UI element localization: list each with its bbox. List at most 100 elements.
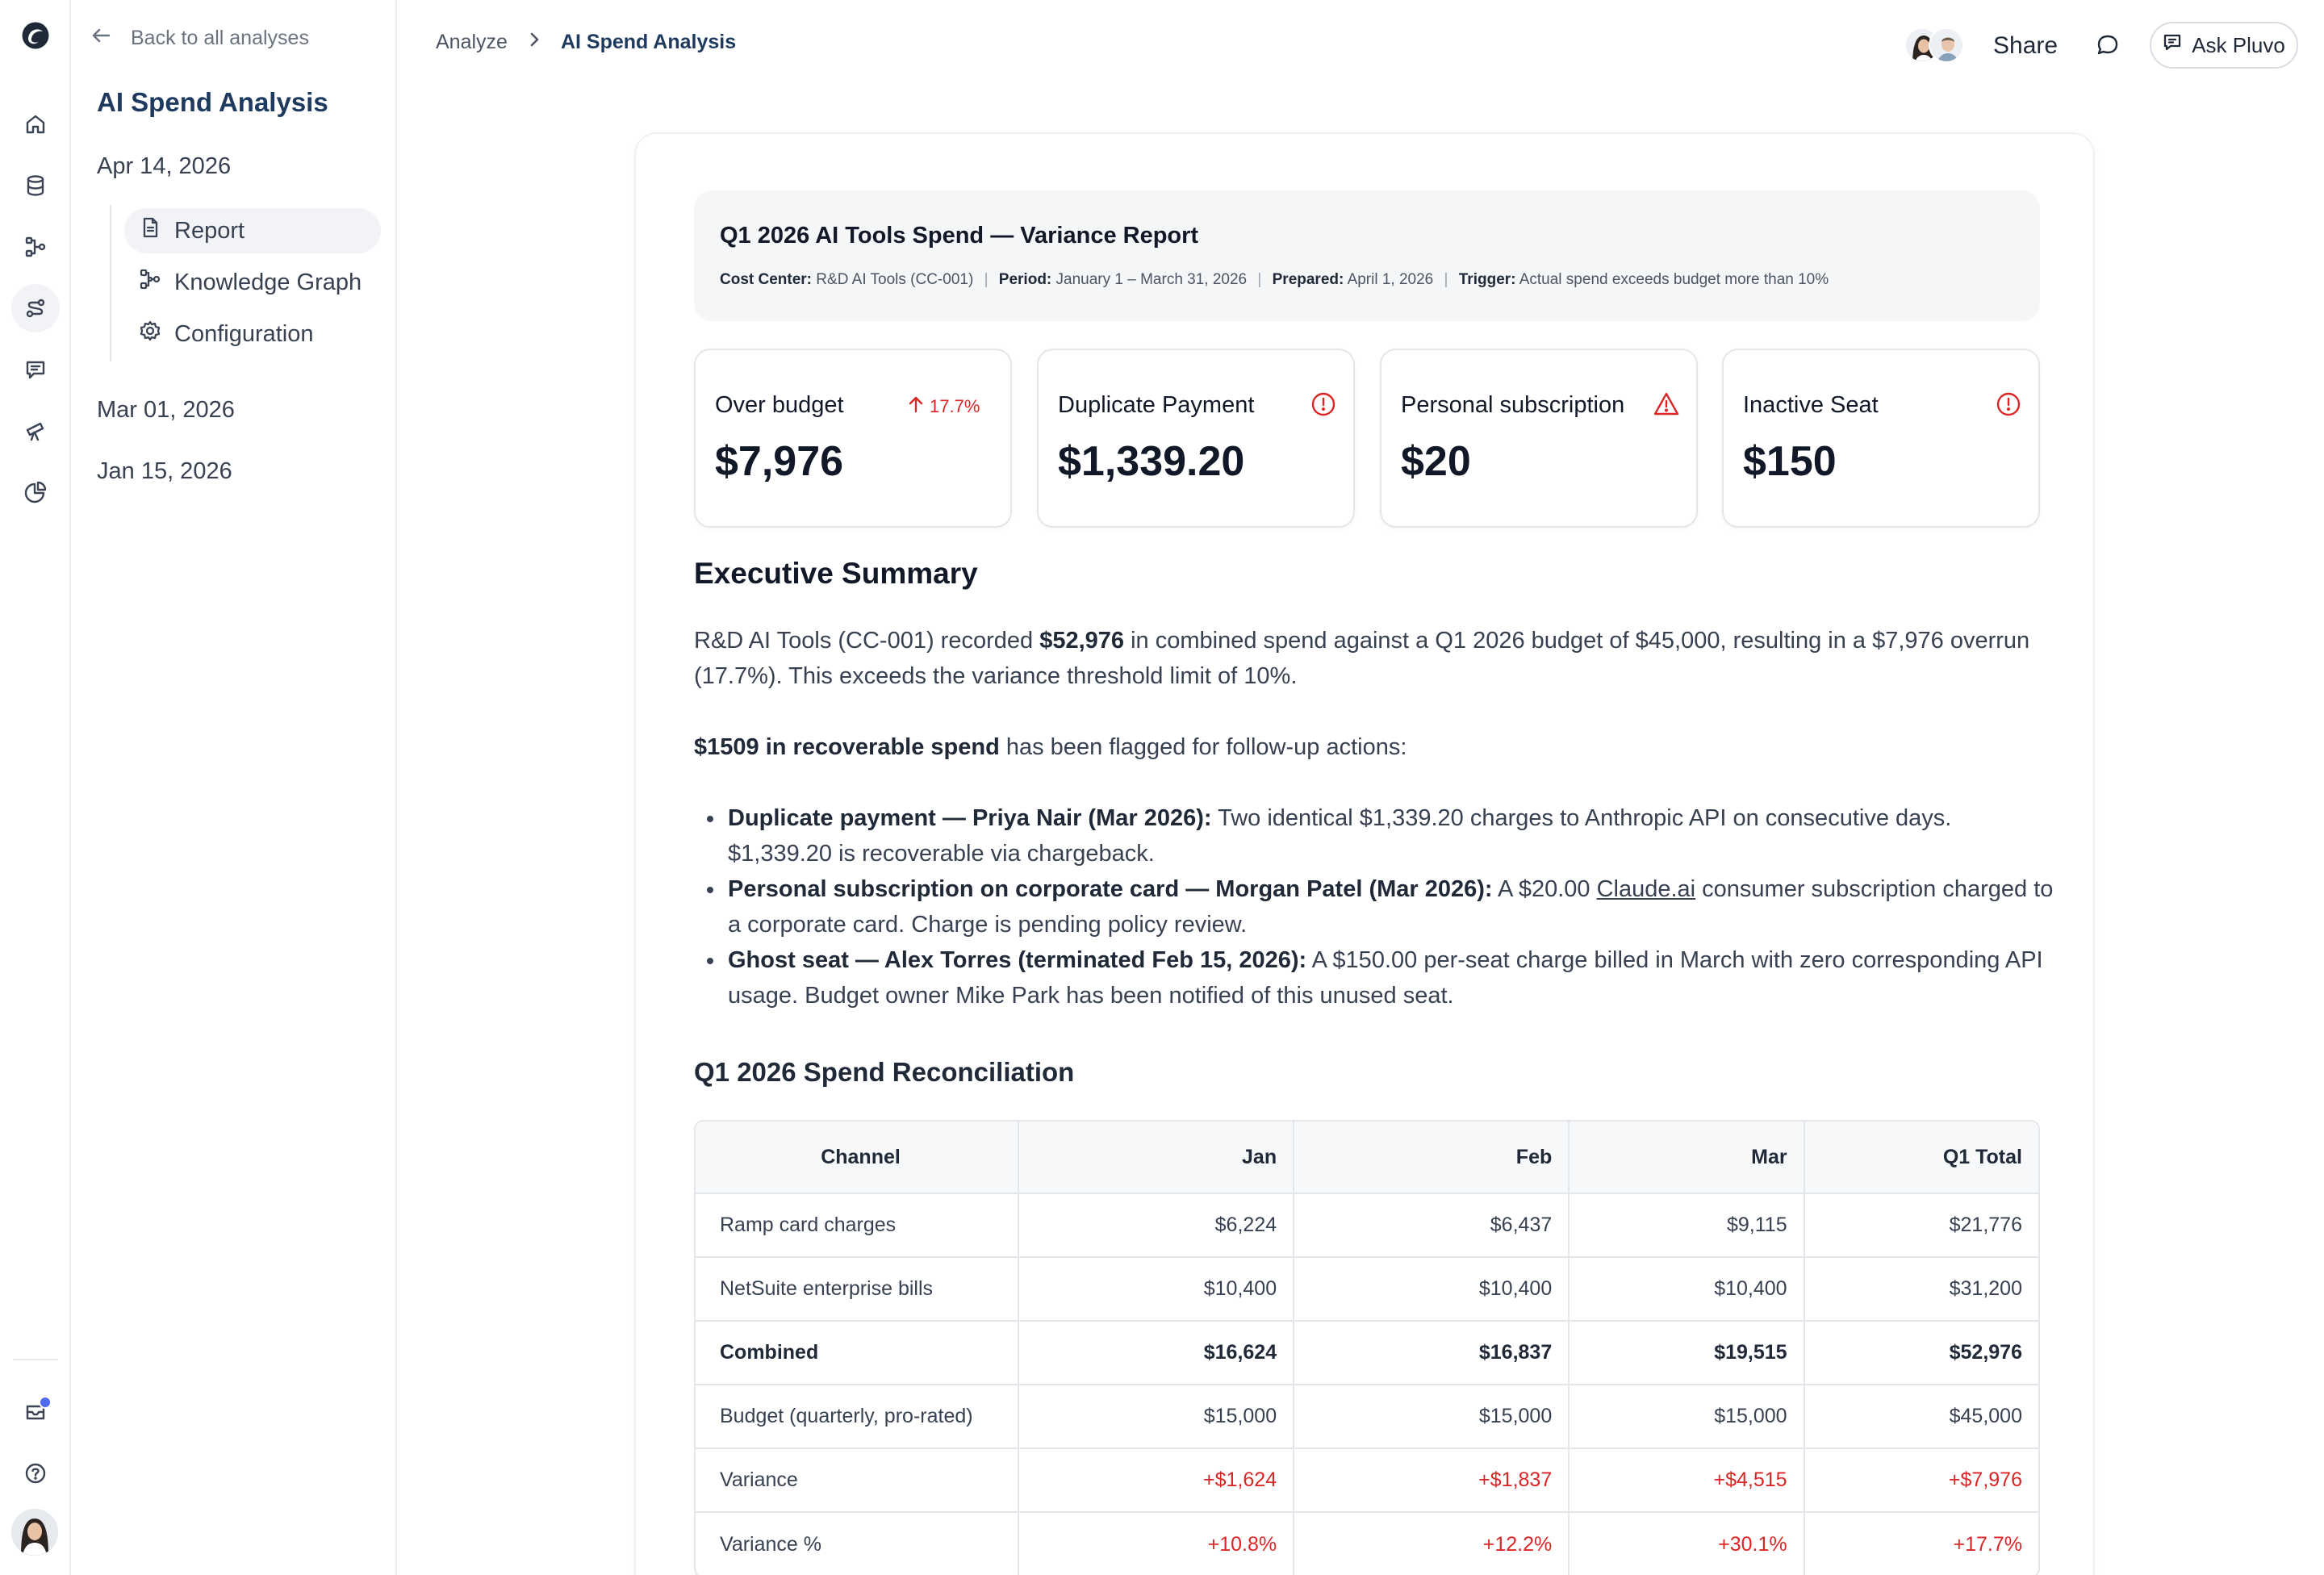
report-title: Q1 2026 AI Tools Spend — Variance Report — [720, 223, 1199, 249]
reconciliation-table: Channel Jan Feb Mar Q1 Total Ramp card c… — [694, 1120, 2040, 1575]
logo-icon[interactable] — [11, 11, 60, 60]
finding-text: consumer subscription charged to a corpo… — [728, 876, 2054, 938]
finding-title: Ghost seat — Alex Torres (terminated Feb… — [728, 947, 1307, 973]
meta-period: January 1 – March 31, 2026 — [1055, 271, 1248, 288]
sidebar-item-label: Knowledge Graph — [174, 269, 362, 295]
report-meta: Cost Center: R&D AI Tools (CC-001) | Per… — [720, 271, 1829, 289]
file-icon — [139, 216, 161, 245]
sidebar-item-report[interactable]: Report — [124, 208, 381, 253]
workflow-icon[interactable] — [11, 223, 60, 271]
summary-cards: Over budget 17.7% $7,976 Duplicate Payme… — [694, 349, 2040, 528]
cell-total: $52,976 — [1804, 1322, 2038, 1385]
meta-prepared-label: Prepared: — [1272, 271, 1344, 288]
collaborator-avatars[interactable] — [1904, 27, 1969, 65]
meta-separator: | — [1257, 271, 1262, 288]
cell-jan: +10.8% — [1019, 1513, 1295, 1575]
cell-channel: Budget (quarterly, pro-rated) — [696, 1385, 1019, 1449]
sidebar-item-knowledge-graph[interactable]: Knowledge Graph — [124, 260, 381, 305]
icon-rail — [0, 0, 71, 1575]
comment-button[interactable] — [2090, 29, 2125, 65]
alert-circle-icon — [1310, 391, 1337, 418]
pie-chart-icon[interactable] — [11, 468, 60, 516]
reconciliation-heading: Q1 2026 Spend Reconciliation — [694, 1057, 1075, 1087]
sidebar-item-configuration[interactable]: Configuration — [124, 311, 381, 357]
cell-total: $21,776 — [1804, 1194, 2038, 1258]
cell-total: +$7,976 — [1804, 1449, 2038, 1513]
ask-pluvo-label: Ask Pluvo — [2192, 32, 2285, 57]
cell-jan: $6,224 — [1019, 1194, 1295, 1258]
claude-ai-link[interactable]: Claude.ai — [1596, 876, 1696, 902]
table-row: Variance +$1,624 +$1,837 +$4,515 +$7,976 — [696, 1449, 2038, 1513]
user-avatar[interactable] — [11, 1509, 58, 1556]
home-icon[interactable] — [11, 100, 60, 148]
cell-total: $31,200 — [1804, 1258, 2038, 1322]
ask-pluvo-button[interactable]: Ask Pluvo — [2150, 22, 2298, 69]
cell-channel: Variance — [696, 1449, 1019, 1513]
sidebar-run-jan-15[interactable]: Jan 15, 2026 — [97, 458, 232, 484]
cell-feb: $10,400 — [1294, 1258, 1570, 1322]
card-inactive-seat[interactable]: Inactive Seat $150 — [1722, 349, 2040, 528]
card-label: Duplicate Payment — [1058, 392, 1255, 418]
cell-feb: $6,437 — [1294, 1194, 1570, 1258]
cell-mar: $19,515 — [1570, 1322, 1805, 1385]
col-mar: Mar — [1570, 1122, 1805, 1194]
summary-paragraph-1: R&D AI Tools (CC-001) recorded $52,976 i… — [694, 623, 2050, 694]
cell-channel: Combined — [696, 1322, 1019, 1385]
chat-sparkle-icon — [2163, 32, 2184, 59]
variance-badge: 17.7% — [905, 394, 980, 420]
arrow-left-icon — [89, 23, 113, 53]
card-label: Inactive Seat — [1743, 392, 1879, 418]
notification-dot — [39, 1396, 52, 1409]
table-header-row: Channel Jan Feb Mar Q1 Total — [696, 1122, 2038, 1194]
analyze-icon[interactable] — [11, 284, 60, 332]
breadcrumb-current: AI Spend Analysis — [560, 31, 737, 53]
card-over-budget[interactable]: Over budget 17.7% $7,976 — [694, 349, 1012, 528]
telescope-icon[interactable] — [11, 407, 60, 455]
card-value: $20 — [1401, 438, 1471, 485]
summary-text: in combined spend against a Q1 2026 budg… — [694, 628, 2030, 689]
table-row: Ramp card charges $6,224 $6,437 $9,115 $… — [696, 1194, 2038, 1258]
sidebar-run-mar-01[interactable]: Mar 01, 2026 — [97, 397, 235, 423]
cell-total: $45,000 — [1804, 1385, 2038, 1449]
summary-text: R&D AI Tools (CC-001) recorded — [694, 628, 1040, 654]
card-duplicate-payment[interactable]: Duplicate Payment $1,339.20 — [1037, 349, 1355, 528]
breadcrumb: Analyze AI Spend Analysis — [436, 31, 736, 54]
chat-icon[interactable] — [11, 345, 60, 394]
alert-triangle-icon — [1653, 391, 1680, 418]
list-item: Personal subscription on corporate card … — [694, 871, 2058, 942]
finding-title: Personal subscription on corporate card … — [728, 876, 1493, 902]
card-value: $7,976 — [715, 438, 844, 485]
meta-cost-center: R&D AI Tools (CC-001) — [816, 271, 974, 288]
col-jan: Jan — [1019, 1122, 1295, 1194]
back-link-label: Back to all analyses — [131, 26, 309, 49]
sidebar-item-label: Report — [174, 217, 245, 244]
sidebar-run-apr-14[interactable]: Apr 14, 2026 — [97, 153, 232, 179]
finding-text: A $20.00 — [1492, 876, 1597, 902]
chevron-right-icon — [525, 31, 543, 54]
card-value: $1,339.20 — [1058, 438, 1245, 485]
summary-total: $52,976 — [1039, 628, 1125, 654]
cell-feb: +12.2% — [1294, 1513, 1570, 1575]
recoverable-spend: $1509 in recoverable spend — [694, 734, 1000, 760]
sidebar-title: AI Spend Analysis — [97, 87, 328, 117]
rail-divider — [13, 1359, 58, 1360]
cell-mar: +$4,515 — [1570, 1449, 1805, 1513]
card-personal-subscription[interactable]: Personal subscription $20 — [1380, 349, 1698, 528]
cell-channel: Variance % — [696, 1513, 1019, 1575]
meta-period-label: Period: — [998, 271, 1052, 288]
tree-line — [110, 205, 111, 361]
back-to-analyses-link[interactable]: Back to all analyses — [89, 21, 309, 55]
inbox-icon[interactable] — [11, 1388, 60, 1436]
finding-text: A $150.00 per-seat charge billed in Marc… — [728, 947, 2043, 1009]
share-button[interactable]: Share — [1993, 32, 2059, 59]
sidebar-item-label: Configuration — [174, 320, 314, 347]
avatar — [1929, 27, 1964, 63]
breadcrumb-analyze[interactable]: Analyze — [436, 31, 508, 53]
cell-mar: $10,400 — [1570, 1258, 1805, 1322]
table-row: Combined $16,624 $16,837 $19,515 $52,976 — [696, 1322, 2038, 1385]
list-item: Duplicate payment — Priya Nair (Mar 2026… — [694, 800, 2058, 871]
meta-separator: | — [984, 271, 989, 288]
finding-title: Duplicate payment — Priya Nair (Mar 2026… — [728, 805, 1212, 831]
help-icon[interactable] — [11, 1449, 60, 1498]
database-icon[interactable] — [11, 161, 60, 210]
